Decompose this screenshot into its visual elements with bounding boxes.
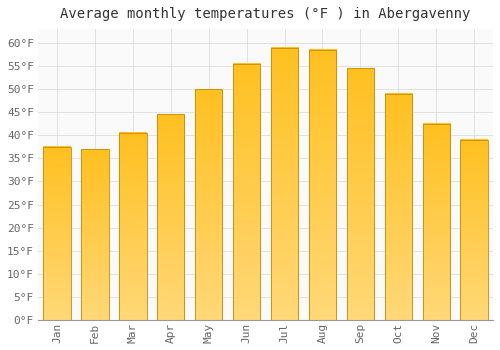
Bar: [460, 140, 487, 320]
Bar: [233, 64, 260, 320]
Bar: [422, 124, 450, 320]
Bar: [346, 68, 374, 320]
Bar: [157, 114, 184, 320]
Bar: [309, 50, 336, 320]
Bar: [44, 147, 70, 320]
Title: Average monthly temperatures (°F ) in Abergavenny: Average monthly temperatures (°F ) in Ab…: [60, 7, 471, 21]
Bar: [271, 48, 298, 320]
Bar: [195, 89, 222, 320]
Bar: [384, 94, 412, 320]
Bar: [119, 133, 146, 320]
Bar: [82, 149, 108, 320]
